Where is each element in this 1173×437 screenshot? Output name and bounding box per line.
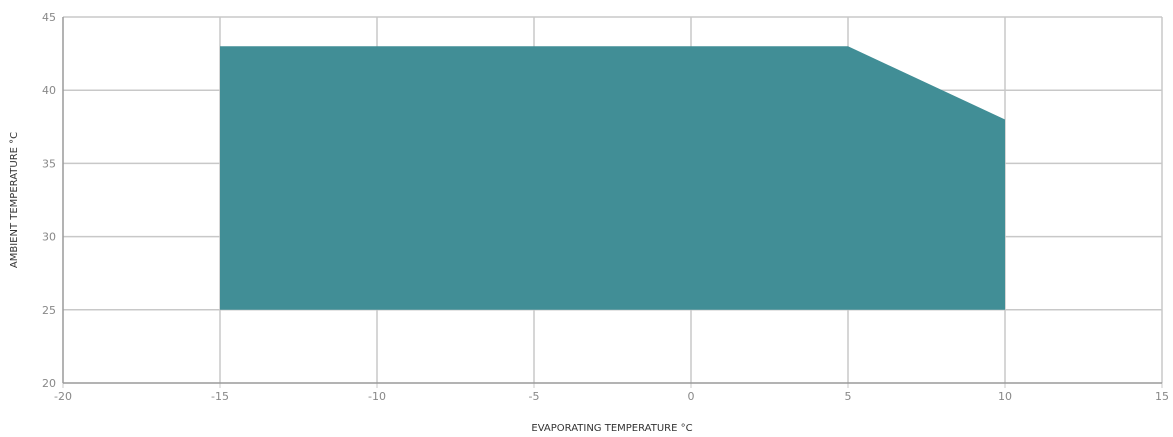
envelope-area-group xyxy=(220,46,1005,310)
y-tick-label: 25 xyxy=(42,304,56,317)
x-tick-label: -10 xyxy=(368,390,386,403)
x-tick-label: 10 xyxy=(998,390,1012,403)
x-tick-label: 15 xyxy=(1155,390,1169,403)
x-tick-label: -5 xyxy=(529,390,540,403)
y-tick-label: 20 xyxy=(42,377,56,390)
x-tick-label: -20 xyxy=(54,390,72,403)
envelope-area xyxy=(220,46,1005,310)
x-tick-label: 0 xyxy=(688,390,695,403)
y-tick-label: 40 xyxy=(42,84,56,97)
x-tick-label: 5 xyxy=(845,390,852,403)
y-tick-label: 35 xyxy=(42,157,56,170)
x-tick-label: -15 xyxy=(211,390,229,403)
y-tick-label: 45 xyxy=(42,11,56,24)
x-axis-label: EVAPORATING TEMPERATURE °C xyxy=(531,423,692,434)
axes xyxy=(62,17,1162,384)
tick-labels: -20 -15 -10 -5 0 5 10 15 20 25 30 35 40 45 xyxy=(42,11,1169,403)
y-axis-label: AMBIENT TEMPERATURE °C xyxy=(9,132,20,268)
y-tick-label: 30 xyxy=(42,231,56,244)
